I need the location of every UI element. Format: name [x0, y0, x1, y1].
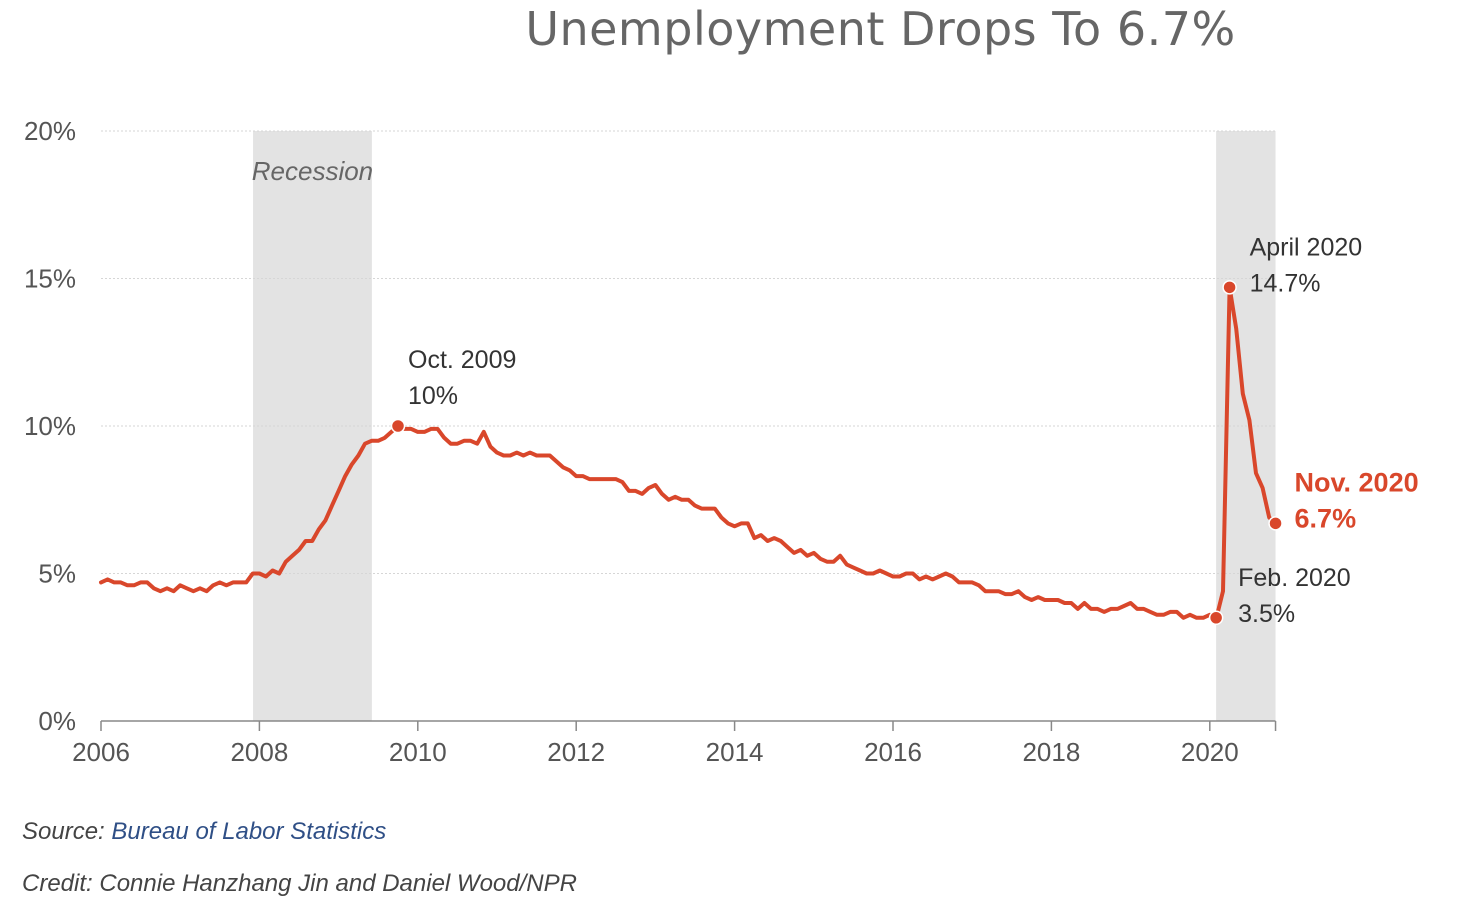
- y-tick-label: 10%: [24, 411, 76, 441]
- x-tick-label: 2020: [1181, 737, 1239, 767]
- x-tick-label: 2016: [864, 737, 922, 767]
- annotation-value: 10%: [408, 382, 458, 410]
- x-tick-label: 2018: [1022, 737, 1080, 767]
- annotation-value: 14.7%: [1250, 269, 1321, 297]
- x-tick-label: 2012: [547, 737, 605, 767]
- y-tick-label: 15%: [24, 264, 76, 294]
- recession-label: Recession: [252, 156, 373, 186]
- annotation-dot: [1208, 610, 1224, 625]
- source-label: Source:: [22, 818, 105, 845]
- annotation-dot: [1222, 280, 1237, 295]
- annotation-dot: [390, 418, 406, 434]
- x-tick-label: 2006: [72, 737, 130, 767]
- source-note: Source: Bureau of Labor Statistics: [22, 818, 386, 846]
- y-tick-label: 20%: [24, 116, 76, 146]
- y-tick-label: 0%: [38, 706, 76, 736]
- unemployment-line: [99, 285, 1278, 620]
- y-tick-label: 5%: [38, 559, 76, 589]
- annotation-label: Nov. 2020: [1295, 467, 1419, 497]
- annotation-label: Feb. 2020: [1238, 564, 1351, 592]
- annotation-dot: [1268, 516, 1283, 531]
- annotation-label: Oct. 2009: [408, 346, 516, 374]
- x-tick-label: 2014: [706, 737, 764, 767]
- source-link[interactable]: Bureau of Labor Statistics: [111, 818, 387, 845]
- x-tick-label: 2010: [389, 737, 447, 767]
- annotation-label: April 2020: [1250, 233, 1363, 261]
- annotation-value: 6.7%: [1295, 503, 1357, 533]
- x-tick-label: 2008: [230, 737, 288, 767]
- recession-band: [253, 131, 372, 721]
- chart-title: Unemployment Drops To 6.7%: [525, 2, 1236, 56]
- annotation-value: 3.5%: [1238, 600, 1295, 628]
- credit-note: Credit: Connie Hanzhang Jin and Daniel W…: [22, 870, 577, 897]
